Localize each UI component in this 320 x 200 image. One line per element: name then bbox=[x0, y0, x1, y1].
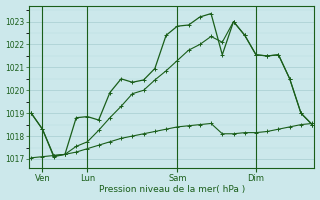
X-axis label: Pression niveau de la mer( hPa ): Pression niveau de la mer( hPa ) bbox=[99, 185, 245, 194]
